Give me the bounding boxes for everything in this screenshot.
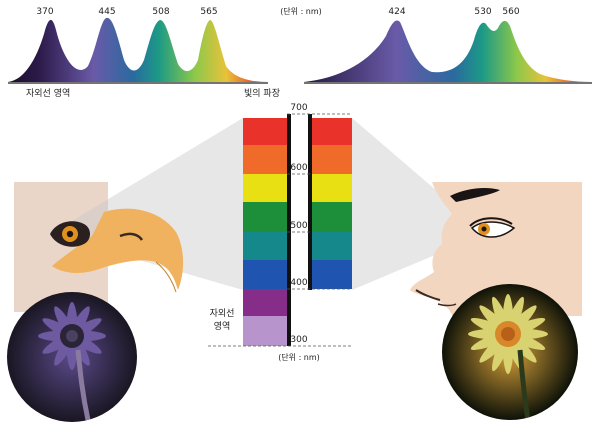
human-peak-label: 560 (502, 7, 519, 17)
bird-spectrum-curve (8, 17, 268, 82)
human-eye-pupil (481, 226, 487, 232)
unit-label: (단위 : nm) (280, 6, 322, 16)
band-blue (312, 260, 352, 289)
band-teal (312, 232, 352, 260)
human-illustration (352, 118, 582, 420)
eagle-beak-edge (155, 261, 177, 293)
tick-label: 300 (290, 335, 307, 345)
human-peak-label: 424 (388, 7, 405, 17)
wavelength-label: 빛의 파장 (244, 88, 280, 99)
bird-spectrum: 370 445 508 565 (단위 : nm) 자외선 영역 빛의 파장 (8, 6, 322, 99)
band-green (312, 202, 352, 232)
yellow-flower-petals (468, 294, 548, 420)
tick-label: 500 (290, 221, 307, 231)
scale-bar-right (308, 114, 312, 290)
human-spectrum: 424 530 560 (304, 7, 592, 84)
scale-bar-left (287, 114, 291, 346)
band-red (312, 118, 352, 145)
wavelength-scale: 700 600 500 400 300 자외선 영역 (단위 : nm) (208, 103, 352, 362)
uv-region-label: 자외선 영역 (26, 87, 70, 99)
human-nostril (415, 289, 441, 301)
tick-label: 600 (290, 163, 307, 173)
tick-label: 400 (290, 278, 307, 288)
bird-peak-label: 370 (36, 7, 53, 17)
band-yellow (312, 174, 352, 202)
bird-peak-label: 508 (152, 7, 169, 17)
band-lavender-uv (243, 316, 287, 346)
tick-label: 700 (290, 103, 307, 113)
band-violet-uv (243, 289, 287, 316)
band-orange (243, 145, 287, 174)
human-eyelid (469, 217, 513, 227)
bird-peak-label: 565 (200, 7, 217, 17)
human-spectrum-curve (304, 20, 592, 82)
band-blue (243, 260, 287, 289)
unit-label: (단위 : nm) (278, 352, 320, 362)
band-yellow (243, 174, 287, 202)
band-orange (312, 145, 352, 174)
human-peak-label: 530 (474, 7, 491, 17)
human-mouth (437, 303, 457, 307)
human-face (410, 182, 582, 316)
eagle-nostril (119, 232, 144, 241)
uv-region-label: 영역 (214, 321, 231, 332)
bird-peak-label: 445 (98, 7, 115, 17)
uv-flower-petals (38, 302, 106, 421)
uv-region-label: 자외선 (210, 307, 235, 319)
eagle-eye-pupil (66, 230, 74, 238)
human-eyebrow (450, 188, 500, 202)
band-teal (243, 232, 287, 260)
eagle-beak (52, 208, 184, 290)
band-green (243, 202, 287, 232)
scale-guides (208, 113, 352, 347)
band-red (243, 118, 287, 145)
eagle-illustration (7, 118, 243, 422)
